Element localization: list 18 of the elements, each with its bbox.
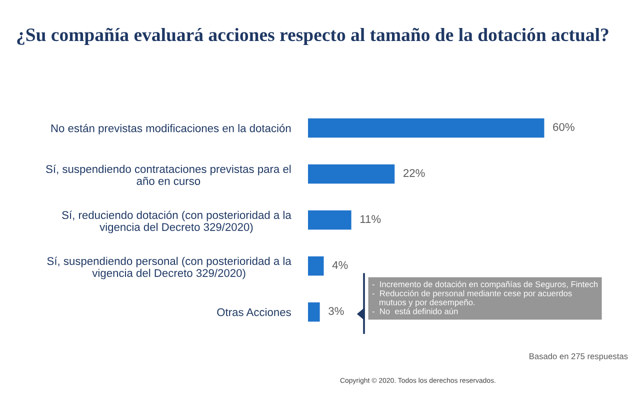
text: Basado en 275 respuestas	[530, 353, 628, 361]
data-label: 11%	[360, 215, 381, 223]
y-tick-label: Sí, reduciendo dotación (con posterioridad a la vigencia del Decreto 329/2020)	[62, 210, 292, 234]
bar	[308, 210, 352, 230]
y-tick-label: No están previstas modificaciones en la dotación	[51, 124, 291, 134]
chart-title: ¿Su compañía evaluará acciones respecto al tamaño de la dotación actual?	[17, 28, 608, 45]
annotation: - Incremento de dotación en compañías de Seguros, Fintech - Reducción de personal mediante cese por acuerdos mutuos y por desempeño. - No está definido aún	[372, 281, 598, 314]
data-label: 22%	[404, 169, 425, 177]
y-tick-label: Sí, suspendiendo personal (con posterioridad a la vigencia del Decreto 329/2020)	[47, 256, 292, 280]
bar	[308, 256, 324, 276]
y-tick-label: Sí, suspendiendo contrataciones previstas para el año en curso	[46, 164, 291, 185]
data-label: 3%	[328, 307, 344, 315]
data-label: 4%	[332, 261, 348, 269]
data-label: 60%	[553, 123, 574, 131]
bar	[308, 302, 320, 322]
bar	[308, 164, 395, 184]
bar	[308, 118, 544, 138]
y-tick-label: Otras Acciones	[217, 308, 291, 316]
